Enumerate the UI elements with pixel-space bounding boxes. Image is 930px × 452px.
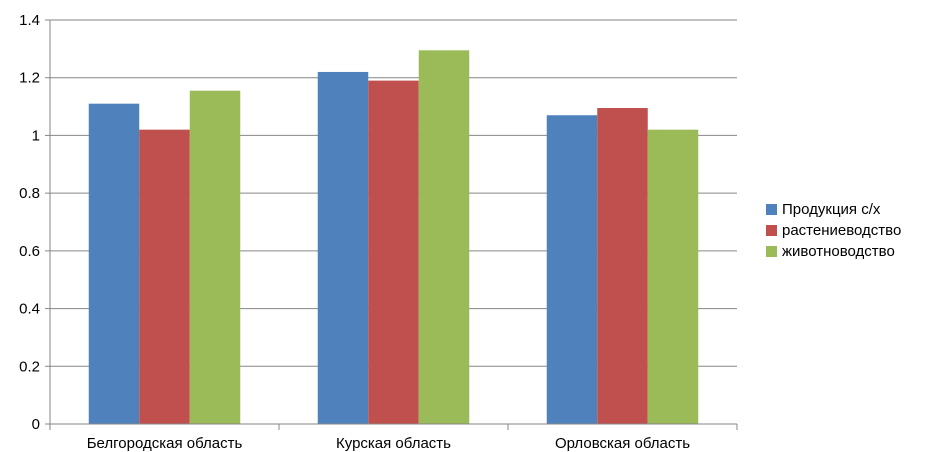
bar: [139, 129, 190, 424]
bar: [546, 115, 598, 424]
y-tick-label: 0.4: [19, 301, 40, 318]
x-axis-labels: Белгородская область Курская область Орлов…: [87, 435, 691, 452]
legend-label: животноводство: [782, 243, 895, 260]
legend-swatch: [766, 225, 777, 236]
bar: [418, 50, 470, 425]
bar: [597, 108, 648, 424]
bars: [88, 50, 699, 425]
y-tick-label: 0: [32, 416, 40, 433]
y-axis-ticks: 0 0.2 0.4 0.6 0.8 1 1.2 1.4: [19, 12, 40, 433]
x-category-label: Белгородская область: [87, 435, 243, 452]
x-category-label: Орловская область: [555, 435, 690, 452]
y-tick-label: 0.6: [19, 243, 40, 260]
axes: [45, 19, 738, 430]
y-tick-label: 1.4: [19, 12, 40, 29]
bar: [317, 71, 369, 424]
bar: [88, 103, 140, 424]
y-tick-label: 1.2: [19, 70, 40, 87]
bar: [368, 80, 419, 424]
x-category-label: Курская область: [336, 435, 451, 452]
y-tick-label: 0.8: [19, 185, 40, 202]
y-tick-label: 1: [32, 127, 40, 144]
legend-label: растениеводство: [782, 222, 901, 239]
legend-swatch: [766, 246, 777, 257]
y-tick-label: 0.2: [19, 358, 40, 375]
bar: [647, 129, 699, 424]
legend: Продукция с/х растениеводство животноводст…: [766, 201, 901, 260]
legend-swatch: [766, 204, 777, 215]
legend-label: Продукция с/х: [782, 201, 881, 218]
bar: [189, 90, 241, 424]
